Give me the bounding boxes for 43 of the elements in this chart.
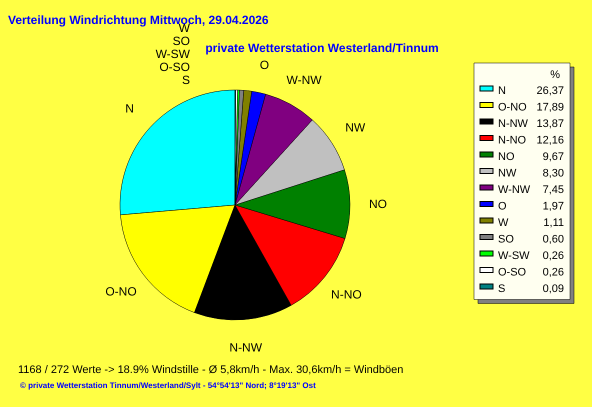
data-label: 26,37: [536, 85, 564, 97]
data-label: 7,45: [542, 184, 564, 196]
legend-label: NO: [498, 151, 515, 163]
data-label: 0,26: [542, 250, 564, 262]
legend-label: NW: [498, 168, 517, 180]
slice-label: O: [260, 58, 270, 72]
data-label: 8,30: [542, 168, 564, 180]
legend-label: O-SO: [498, 266, 527, 278]
legend-label: S: [498, 283, 506, 295]
legend-label: O: [498, 200, 507, 212]
slice-label: N-NO: [331, 288, 362, 302]
data-label: 1,11: [543, 217, 564, 229]
chart-subtitle: private Wetterstation Westerland/Tinnum: [205, 41, 439, 55]
text: © private Wetterstation Tinnum/Westerland/Sylt - 54°54'13" Nord; 8°19'13" Ost: [20, 381, 316, 390]
data-label: 17,89: [536, 102, 564, 114]
legend-label: N-NW: [498, 118, 529, 130]
category-label: S: [182, 73, 190, 87]
data-label: 9,67: [542, 151, 564, 163]
legend-label: O-NO: [498, 102, 528, 114]
legend-label: W: [498, 217, 509, 229]
legend-label: N: [498, 85, 506, 97]
data-label: 0,26: [542, 266, 564, 278]
category-label: SO: [172, 34, 190, 48]
slice-label: W-NW: [286, 72, 322, 87]
data-label: 0,09: [542, 283, 564, 295]
legend-title: %: [550, 69, 560, 81]
text: 1168 / 272 Werte -> 18.9% Windstille - Ø 5,8km/h - Max. 30,6km/h = Windböen: [18, 364, 404, 376]
slice-label: N-NW: [229, 340, 263, 355]
legend-label: SO: [498, 234, 514, 246]
data-label: 12,16: [536, 134, 564, 146]
category-label: W-SW: [156, 47, 190, 61]
slice-label: O-NO: [105, 284, 137, 298]
data-label: 13,87: [536, 118, 564, 130]
category-label: O-SO: [159, 60, 190, 74]
slice-label: NO: [368, 196, 387, 211]
data-label: 0,60: [542, 234, 564, 246]
chart-title: Verteilung Windrichtung Mittwoch, 29.04.2026: [8, 13, 269, 27]
data-label: 1,97: [542, 200, 564, 212]
legend-label: W-SW: [498, 250, 530, 262]
slice-label: NW: [345, 120, 366, 135]
slice-label: N: [125, 101, 134, 116]
legend-label: W-NW: [498, 184, 531, 196]
legend-label: N-NO: [498, 134, 527, 146]
